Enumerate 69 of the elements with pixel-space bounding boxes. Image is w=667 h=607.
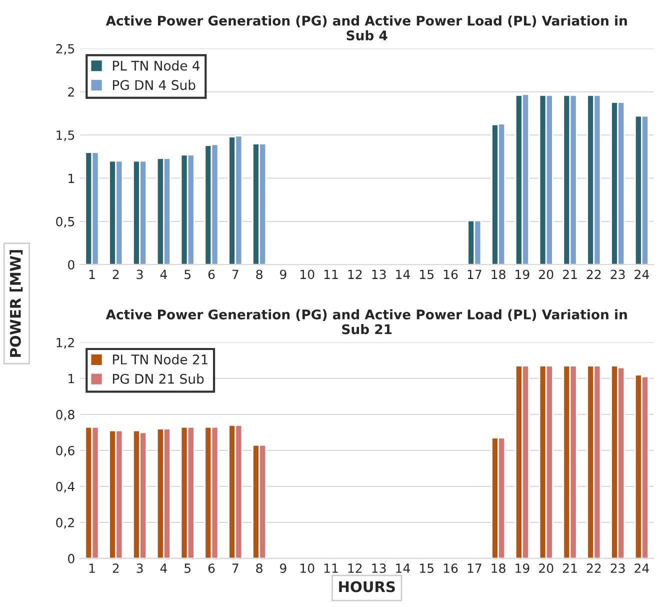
chart-title: Active Power Generation (PG) and Active Power Load (PL) Variation in Sub 4	[106, 15, 627, 40]
x-tick-label: 22	[586, 564, 601, 573]
legend-label: PG DN 4 Sub	[113, 80, 196, 90]
y-axis-title: POWER [MW]	[10, 250, 23, 357]
legend-label: PL TN Node 21	[113, 354, 208, 364]
y-tick-label: 0,8	[56, 410, 74, 421]
y-tick-label: 0	[68, 554, 74, 564]
x-tick-label: 4	[160, 270, 167, 279]
y-tick-label: 0	[68, 260, 74, 270]
x-tick-label: 12	[348, 564, 362, 573]
x-tick-label: 16	[444, 564, 458, 573]
x-axis-title: HOURS	[339, 581, 395, 592]
x-tick-label: 11	[324, 270, 338, 279]
x-tick-label: 12	[348, 270, 362, 279]
x-tick-label: 3	[136, 270, 143, 280]
x-tick-label: 15	[420, 270, 434, 280]
x-tick-label: 7	[232, 564, 238, 573]
y-tick-label: 1	[68, 374, 74, 384]
x-tick-label: 21	[562, 270, 577, 279]
x-tick-label: 17	[468, 564, 482, 573]
x-tick-label: 21	[562, 564, 577, 573]
x-tick-label: 18	[492, 270, 506, 280]
x-tick-label: 15	[420, 564, 434, 573]
x-tick-label: 5	[184, 270, 190, 280]
x-tick-label: 11	[324, 564, 338, 573]
x-tick-label: 2	[112, 564, 119, 573]
x-tick-label: 7	[232, 270, 238, 279]
x-tick-label: 9	[280, 564, 286, 573]
legend-label: PG DN 21 Sub	[113, 374, 204, 384]
x-tick-label: 3	[136, 564, 143, 573]
y-tick-label: 0,5	[56, 216, 74, 228]
x-tick-label: 8	[256, 270, 262, 280]
x-tick-label: 20	[539, 270, 554, 280]
x-tick-label: 5	[184, 564, 190, 573]
y-tick-label: 1,5	[56, 130, 74, 142]
x-tick-label: 19	[516, 564, 530, 573]
x-tick-label: 1	[89, 270, 95, 279]
x-tick-label: 14	[396, 270, 410, 279]
y-tick-label: 1	[68, 174, 74, 183]
x-tick-label: 13	[372, 564, 386, 573]
x-tick-label: 24	[634, 270, 649, 279]
x-tick-label: 22	[586, 270, 601, 279]
x-tick-label: 17	[468, 270, 482, 279]
y-tick-label: 2	[68, 87, 74, 97]
x-tick-label: 8	[256, 564, 262, 573]
x-tick-label: 16	[444, 270, 458, 280]
x-tick-label: 23	[610, 270, 625, 280]
x-tick-label: 10	[300, 564, 314, 573]
x-tick-label: 10	[300, 270, 314, 280]
x-tick-label: 6	[208, 564, 215, 573]
legend-label: PL TN Node 4	[113, 60, 200, 71]
chart-title: Active Power Generation (PG) and Active Power Load (PL) Variation in Sub 21	[106, 309, 627, 334]
x-tick-label: 14	[396, 564, 410, 573]
y-tick-label: 0,2	[56, 518, 74, 529]
x-tick-label: 9	[280, 270, 286, 280]
x-tick-label: 18	[492, 564, 506, 573]
x-tick-label: 1	[89, 564, 95, 573]
x-tick-label: 2	[112, 270, 119, 279]
x-tick-label: 24	[634, 564, 649, 573]
x-tick-label: 13	[372, 270, 386, 280]
x-tick-label: 6	[208, 270, 215, 280]
y-tick-label: 0,4	[56, 482, 74, 493]
y-tick-label: 1,2	[56, 338, 74, 349]
x-tick-label: 19	[516, 270, 530, 280]
x-tick-label: 4	[160, 564, 167, 573]
x-tick-label: 20	[539, 564, 554, 573]
y-tick-label: 2,5	[56, 44, 74, 55]
x-tick-label: 23	[610, 564, 625, 573]
y-tick-label: 0,6	[56, 446, 74, 457]
